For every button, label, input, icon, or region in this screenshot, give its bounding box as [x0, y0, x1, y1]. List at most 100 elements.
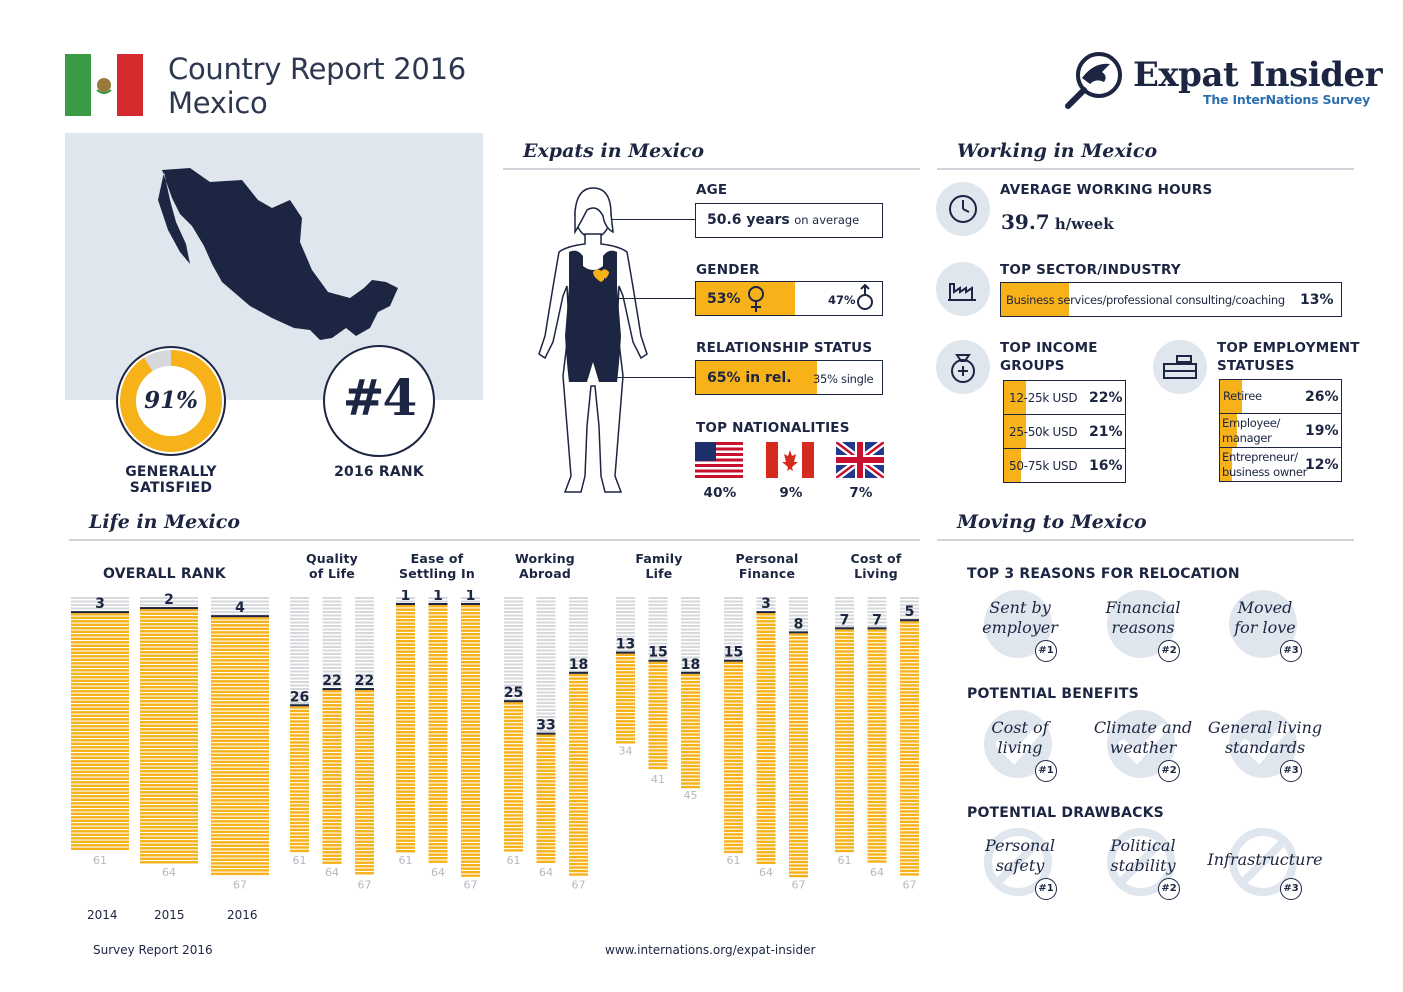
bar-bg-stripe: [211, 600, 269, 603]
bar-bg-stripe: [461, 597, 480, 599]
bar-stripe: [616, 692, 635, 695]
bar-stripe: [789, 832, 808, 836]
bar-stripe: [428, 797, 448, 800]
bar-stripe: [140, 721, 198, 724]
bar-bg-stripe: [569, 618, 588, 620]
bar-stripe: [461, 867, 480, 870]
bar-stripe: [396, 675, 415, 678]
bar-stripe: [867, 737, 887, 741]
bar-stripe: [322, 784, 342, 787]
bar-stripe: [71, 620, 129, 623]
bar-stripe: [461, 622, 480, 625]
bar-bg-stripe: [681, 607, 700, 610]
sector-fill: [1001, 283, 1069, 316]
rank-value-label: 15: [724, 645, 743, 661]
rank-marker-line: [867, 627, 887, 630]
bar-stripe: [756, 742, 776, 745]
bar-bg-stripe: [322, 677, 342, 680]
bar-stripe: [569, 757, 588, 761]
bar-stripe: [211, 802, 269, 806]
bar-stripe: [616, 706, 635, 709]
bar-stripe: [290, 765, 309, 769]
item-line: weather: [1109, 738, 1177, 757]
bar-stripe: [322, 781, 342, 784]
bar-stripe: [789, 661, 808, 664]
bar-stripe: [724, 689, 743, 693]
bar-stripe: [789, 678, 808, 682]
bar-bg-stripe: [648, 646, 668, 648]
income-row: [1003, 448, 1126, 483]
bar-bg-stripe: [290, 688, 309, 690]
bar-stripe: [835, 657, 854, 660]
male-pct: 47%: [828, 293, 856, 307]
bar-stripe: [396, 731, 415, 734]
bar-stripe: [867, 632, 887, 636]
bar-stripe: [900, 733, 919, 736]
bar-stripe: [396, 685, 415, 688]
bar-stripe: [900, 729, 919, 733]
bar-stripe: [504, 838, 523, 842]
total-countries-label: 34: [619, 745, 633, 758]
item-line: Infrastructure: [1207, 850, 1323, 869]
bar-stripe: [756, 630, 776, 633]
bar-stripe: [648, 668, 668, 672]
bar-stripe: [322, 767, 342, 770]
bar-bg-stripe: [536, 698, 556, 701]
bar-stripe: [789, 797, 808, 801]
bar-stripe: [461, 643, 480, 646]
bar-stripe: [322, 830, 342, 833]
bar-stripe: [396, 689, 415, 692]
category-label: Personal Finance: [727, 551, 807, 581]
bar-stripe: [648, 724, 668, 728]
bar-bg-stripe: [536, 726, 556, 729]
reasons-rank-badge: #1: [1035, 640, 1057, 662]
bar-stripe: [211, 788, 269, 792]
bar-bg-stripe: [322, 618, 342, 620]
bar-stripe: [724, 850, 743, 854]
bar-stripe: [569, 848, 588, 852]
bar-stripe: [428, 822, 448, 825]
category-label-line: Ease of: [410, 551, 464, 566]
bar-stripe: [290, 730, 309, 734]
bar-stripe: [322, 704, 342, 707]
bar-stripe: [756, 791, 776, 794]
bar-bg-stripe: [322, 597, 342, 599]
bar-stripe: [756, 718, 776, 721]
bar-stripe: [290, 720, 309, 723]
benefits-item: [1105, 708, 1181, 780]
bar-stripe: [396, 822, 415, 825]
bar-stripe: [211, 655, 269, 659]
bar-bg-stripe: [867, 618, 887, 620]
bar-bg-stripe: [724, 614, 743, 617]
bar-stripe: [396, 622, 415, 625]
bar-stripe: [461, 748, 480, 751]
bar-stripe: [428, 731, 448, 734]
bar-bg-stripe: [616, 621, 635, 624]
bar-stripe: [900, 789, 919, 792]
bar-stripe: [504, 733, 523, 737]
bar-bg-stripe: [681, 600, 700, 603]
bar-bg-stripe: [681, 667, 700, 669]
bar-stripe: [140, 696, 198, 699]
bar-stripe: [724, 826, 743, 829]
bar-stripe: [681, 726, 700, 729]
sector-pct: 13%: [1300, 292, 1334, 308]
bar-stripe: [461, 846, 480, 849]
bar-stripe: [724, 745, 743, 749]
factory-icon: [936, 262, 990, 316]
bar-stripe: [536, 752, 556, 755]
bar-stripe: [569, 838, 588, 841]
bar-stripe: [355, 735, 374, 738]
bar-stripe: [724, 672, 743, 675]
bar-bg-stripe: [536, 621, 556, 624]
bar-bg-stripe: [355, 600, 374, 603]
bar-stripe: [724, 833, 743, 836]
bar-stripe: [867, 821, 887, 825]
bar-stripe: [616, 741, 635, 744]
bar-bg-stripe: [569, 632, 588, 634]
bar-stripe: [428, 794, 448, 797]
bar-bg-stripe: [140, 597, 198, 599]
bar-bg-stripe: [290, 614, 309, 617]
bar-stripe: [428, 699, 448, 702]
rank-marker-line: [290, 704, 309, 707]
